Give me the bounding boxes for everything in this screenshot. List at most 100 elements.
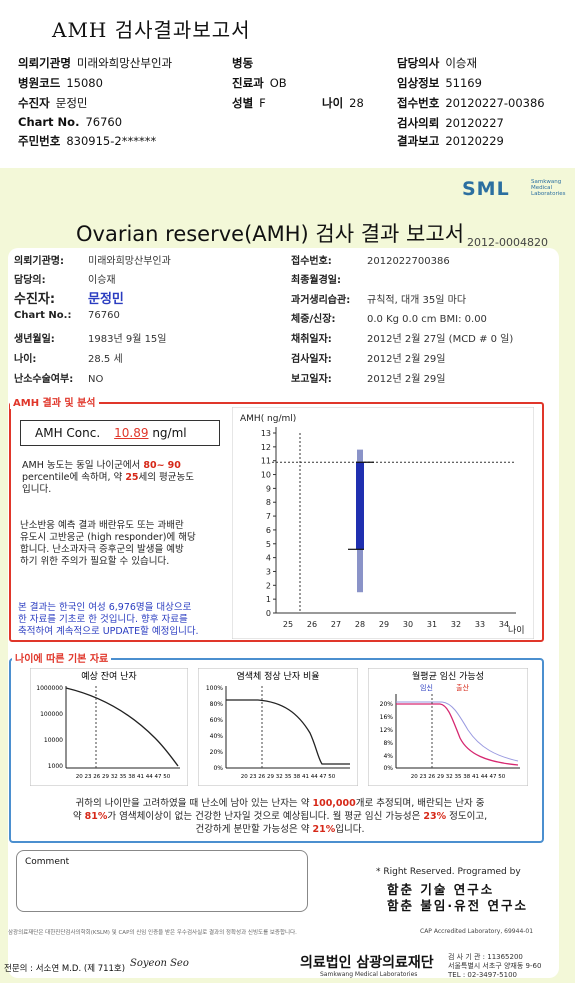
mini-legend-pregnancy: 임신 bbox=[420, 683, 433, 692]
sml-logo: SML bbox=[462, 178, 510, 200]
y-tick-label: 7 bbox=[266, 512, 271, 521]
accreditation-note: 삼광의료재단은 대한진단검사의학회(KSLM) 및 CAP의 신임 인증을 받은… bbox=[8, 930, 297, 936]
mini-ytick: 8% bbox=[383, 740, 393, 747]
x-tick-label: 26 bbox=[307, 620, 317, 629]
mini-ytick: 80% bbox=[210, 701, 224, 708]
mini-ytick: 100000 bbox=[40, 711, 63, 718]
info-row: Chart No.: 76760 bbox=[14, 310, 120, 321]
y-tick-label: 11 bbox=[261, 457, 271, 466]
amh-section-legend: AMH 결과 및 분석 bbox=[10, 394, 99, 409]
y-tick-label: 8 bbox=[266, 498, 271, 507]
mini-ytick: 4% bbox=[383, 753, 393, 760]
y-tick-label: 3 bbox=[266, 567, 271, 576]
amh-interpretation: 난소반응 예측 결과 배란유도 또는 과배란 유도시 고반응군 (high re… bbox=[20, 520, 196, 567]
info-row: 체중/신장: 0.0 Kg 0.0 cm BMI: 0.00 bbox=[291, 314, 487, 325]
x-tick-label: 34 bbox=[499, 620, 509, 629]
y-tick-label: 13 bbox=[261, 429, 271, 438]
institute-name-1: 함춘 기술 연구소 bbox=[387, 882, 495, 897]
y-tick-label: 10 bbox=[261, 471, 271, 480]
mini-ytick: 16% bbox=[380, 714, 394, 721]
institute-name-2: 함춘 불임·유전 연구소 bbox=[387, 898, 528, 913]
info-row: 생년월일: 1983년 9월 15일 bbox=[14, 334, 167, 345]
x-tick-label: 30 bbox=[403, 620, 413, 629]
amh-data-note: 본 결과는 한국인 여성 6,976명을 대상으로 한 자료를 기초로 한 것입… bbox=[18, 602, 199, 637]
amh-conc-label: AMH Conc. bbox=[35, 426, 101, 440]
report-title: Ovarian reserve(AMH) 검사 결과 보고서 bbox=[76, 222, 465, 246]
mini-chart-pregnancy: 월평균 임신 가능성 임신 출산 20% 16% 12% 8% 4% 0% 20… bbox=[368, 668, 528, 786]
x-tick-label: 33 bbox=[475, 620, 485, 629]
mini-curve bbox=[226, 699, 350, 765]
rights-text: * Right Reserved. Programed by bbox=[376, 867, 521, 877]
mini-ytick: 1000 bbox=[48, 763, 63, 770]
mini-xticks: 20 23 26 29 32 35 38 41 44 47 50 bbox=[411, 774, 506, 780]
amh-chart-frame bbox=[232, 407, 534, 639]
mini-curve-birth bbox=[396, 703, 519, 766]
mini-xticks: 20 23 26 29 32 35 38 41 44 47 50 bbox=[76, 774, 171, 780]
amh-chart-xlabel: 나이 bbox=[508, 625, 525, 636]
sml-logo-subtitle: Samkwang Medical Laboratories bbox=[531, 179, 566, 197]
summary-right-row: 접수번호 20120227-00386 bbox=[397, 96, 545, 110]
summary-mid-row: 성별 F bbox=[232, 96, 266, 110]
info-row: 담당의: 이승재 bbox=[14, 275, 116, 286]
summary-row: 의뢰기관명 미래와희망산부인과 bbox=[18, 56, 173, 70]
mini-xticks: 20 23 26 29 32 35 38 41 44 47 50 bbox=[241, 774, 336, 780]
info-row: 보고일자: 2012년 2월 29일 bbox=[291, 374, 446, 385]
summary-mid-row: 진료과 OB bbox=[232, 76, 287, 90]
mini-ytick: 0% bbox=[213, 765, 223, 772]
info-row: 검사일자: 2012년 2월 29일 bbox=[291, 354, 446, 365]
y-tick-label: 5 bbox=[266, 540, 271, 549]
amh-result-box bbox=[9, 402, 544, 642]
amh-percentile-text: AMH 농도는 동일 나이군에서 80~ 90 percentile에 속하며,… bbox=[22, 460, 195, 495]
info-row: 과거생리습관: 규칙적, 대개 35일 마다 bbox=[291, 295, 467, 306]
range-bar-box bbox=[356, 462, 364, 550]
summary-right-row: 담당의사 이승재 bbox=[397, 56, 478, 70]
amh-conc-unit: ng/ml bbox=[152, 426, 187, 440]
x-tick-label: 32 bbox=[451, 620, 461, 629]
foundation-name: 의료법인 삼광의료재단 bbox=[300, 955, 434, 971]
amh-conc-value: 10.89 bbox=[114, 426, 149, 440]
report-number: 2012-0004820 bbox=[467, 236, 548, 249]
x-tick-label: 27 bbox=[331, 620, 341, 629]
age-summary-text: 귀하의 나이만을 고려하였을 때 난소에 남아 있는 난자는 약 100,000… bbox=[72, 798, 488, 835]
mini-curve-pregnancy bbox=[396, 701, 519, 762]
y-tick-label: 1 bbox=[266, 595, 271, 604]
info-row: 의뢰기관명: 미래와희망산부인과 bbox=[14, 256, 171, 267]
x-tick-label: 28 bbox=[355, 620, 365, 629]
comment-label: Comment bbox=[25, 857, 70, 867]
summary-row: 수진자 문정민 bbox=[18, 96, 88, 110]
mini-ytick: 60% bbox=[210, 717, 224, 724]
mini-chart-title: 예상 잔여 난자 bbox=[81, 670, 137, 682]
x-tick-label: 29 bbox=[379, 620, 389, 629]
mini-ytick: 10000 bbox=[44, 737, 63, 744]
info-row: 접수번호: 2012022700386 bbox=[291, 256, 450, 267]
summary-right-row: 결과보고 20120229 bbox=[397, 134, 504, 148]
y-tick-label: 12 bbox=[261, 443, 271, 452]
cap-accreditation: CAP Accredited Laboratory, 69944-01 bbox=[420, 928, 534, 935]
summary-row: Chart No. 76760 bbox=[18, 115, 123, 129]
mini-ytick: 12% bbox=[380, 727, 394, 734]
contact-info: 검 사 기 관 : 11365200 서울특별시 서초구 양재동 9-60 TE… bbox=[448, 953, 542, 979]
x-tick-label: 25 bbox=[283, 620, 293, 629]
y-tick-label: 4 bbox=[266, 554, 271, 563]
x-tick-label: 31 bbox=[427, 620, 437, 629]
amh-chart-ylabel: AMH( ng/ml) bbox=[240, 414, 296, 424]
mini-ytick: 20% bbox=[380, 701, 394, 708]
info-row: 난소수술여부: NO bbox=[14, 374, 104, 385]
mini-ytick: 100% bbox=[206, 685, 223, 692]
y-tick-label: 0 bbox=[266, 609, 271, 618]
summary-row: 주민번호 830915-2****** bbox=[18, 134, 157, 148]
mini-ytick: 20% bbox=[210, 749, 224, 756]
signature-script: Soyeon Seo bbox=[130, 958, 189, 969]
mini-chart-title: 염색체 정상 난자 비율 bbox=[236, 671, 319, 682]
mini-chart-normal-eggs: 염색체 정상 난자 비율 100% 80% 60% 40% 20% 0% 20 … bbox=[198, 668, 358, 786]
signature-line: 전문의 : 서소연 M.D. (제 711호) bbox=[4, 964, 126, 974]
summary-right-row: 임상정보 51169 bbox=[397, 76, 482, 90]
age-section-legend: 나이에 따른 기본 자료 bbox=[12, 650, 112, 665]
mini-ytick: 1000000 bbox=[36, 685, 63, 692]
amh-conc-box: AMH Conc. 10.89 ng/ml bbox=[20, 420, 220, 446]
summary-title: AMH 검사결과보고서 bbox=[52, 18, 251, 42]
info-row: 채취일자: 2012년 2월 27일 (MCD # 0 일) bbox=[291, 334, 514, 345]
mini-ytick: 0% bbox=[383, 765, 393, 772]
summary-age: 나이 28 bbox=[322, 96, 364, 110]
